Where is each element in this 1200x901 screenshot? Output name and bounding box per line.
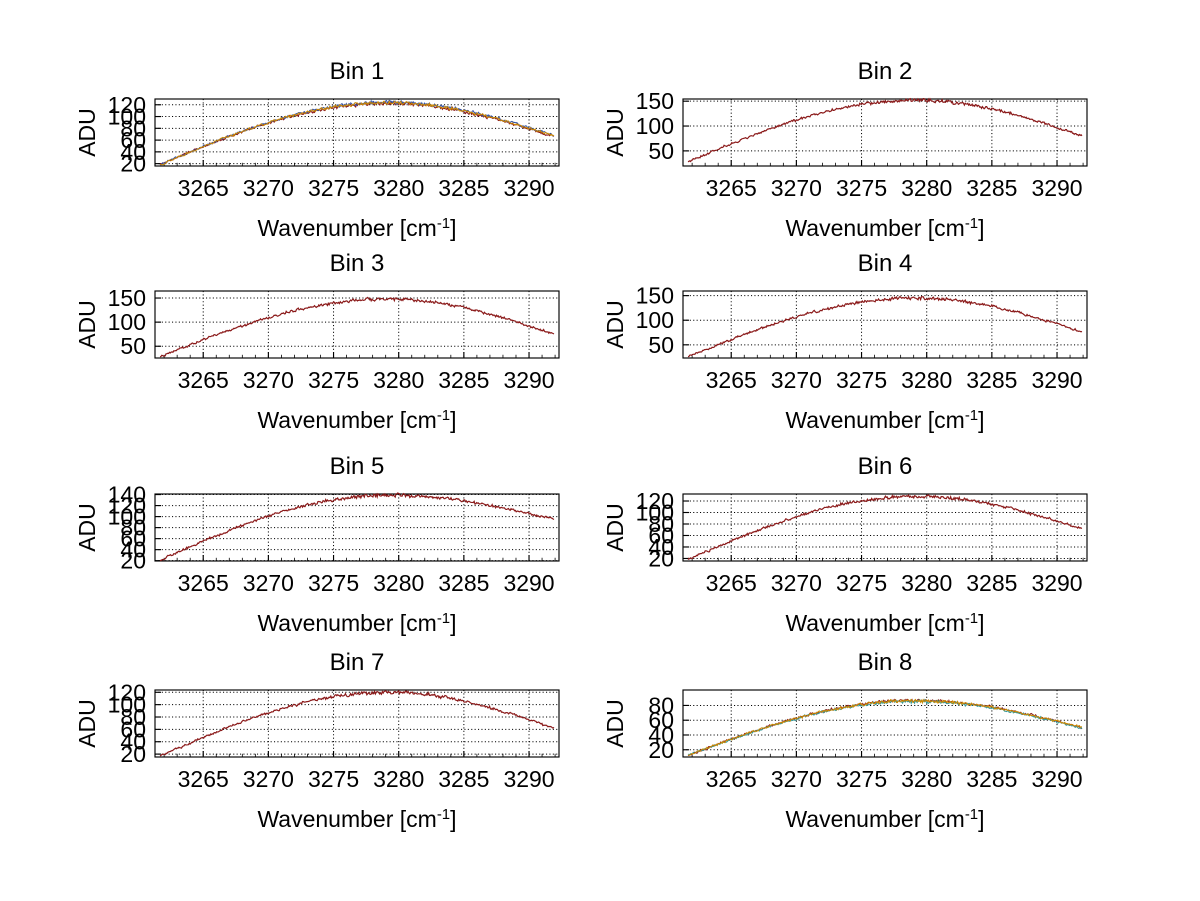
svg-text:3270: 3270 <box>243 367 294 393</box>
svg-text:3285: 3285 <box>438 367 489 393</box>
svg-text:3280: 3280 <box>901 766 952 792</box>
svg-text:3275: 3275 <box>836 367 887 393</box>
svg-text:3265: 3265 <box>178 175 229 201</box>
svg-text:3265: 3265 <box>178 766 229 792</box>
svg-text:3270: 3270 <box>771 175 822 201</box>
svg-text:3275: 3275 <box>836 175 887 201</box>
svg-text:Bin 5: Bin 5 <box>330 453 385 480</box>
svg-text:ADU: ADU <box>602 300 628 349</box>
svg-text:Bin 1: Bin 1 <box>330 58 385 85</box>
svg-text:3275: 3275 <box>836 570 887 596</box>
svg-text:3285: 3285 <box>966 175 1017 201</box>
svg-text:Bin 6: Bin 6 <box>858 453 913 480</box>
svg-text:3280: 3280 <box>373 367 424 393</box>
svg-text:120: 120 <box>108 92 146 118</box>
svg-text:Bin 7: Bin 7 <box>330 649 385 676</box>
svg-text:80: 80 <box>648 692 674 718</box>
svg-text:3290: 3290 <box>503 175 554 201</box>
svg-text:50: 50 <box>120 333 146 359</box>
svg-text:100: 100 <box>636 113 674 139</box>
svg-text:3275: 3275 <box>308 367 359 393</box>
svg-text:3290: 3290 <box>1031 570 1082 596</box>
svg-text:Wavenumber [cm-1]: Wavenumber [cm-1] <box>257 215 456 241</box>
svg-text:ADU: ADU <box>74 699 100 748</box>
svg-text:3290: 3290 <box>1031 766 1082 792</box>
svg-text:Bin 4: Bin 4 <box>858 250 913 277</box>
svg-text:3290: 3290 <box>1031 367 1082 393</box>
svg-text:100: 100 <box>108 309 146 335</box>
svg-text:3285: 3285 <box>438 175 489 201</box>
svg-text:3270: 3270 <box>771 367 822 393</box>
svg-text:3280: 3280 <box>901 570 952 596</box>
svg-text:120: 120 <box>636 488 674 514</box>
svg-text:3280: 3280 <box>901 175 952 201</box>
svg-text:3280: 3280 <box>373 175 424 201</box>
svg-text:3290: 3290 <box>503 367 554 393</box>
svg-text:3285: 3285 <box>438 766 489 792</box>
svg-text:150: 150 <box>108 285 146 311</box>
svg-text:3275: 3275 <box>308 175 359 201</box>
svg-text:3270: 3270 <box>771 766 822 792</box>
svg-text:Wavenumber [cm-1]: Wavenumber [cm-1] <box>257 806 456 832</box>
svg-text:3280: 3280 <box>373 570 424 596</box>
svg-text:ADU: ADU <box>74 503 100 552</box>
svg-text:3265: 3265 <box>706 766 757 792</box>
svg-text:3270: 3270 <box>243 175 294 201</box>
svg-text:3270: 3270 <box>771 570 822 596</box>
svg-text:3285: 3285 <box>966 766 1017 792</box>
svg-text:3275: 3275 <box>308 570 359 596</box>
svg-text:3285: 3285 <box>966 570 1017 596</box>
svg-text:Wavenumber [cm-1]: Wavenumber [cm-1] <box>257 610 456 636</box>
svg-text:Wavenumber [cm-1]: Wavenumber [cm-1] <box>257 407 456 433</box>
svg-text:3280: 3280 <box>901 367 952 393</box>
svg-text:3270: 3270 <box>243 570 294 596</box>
svg-text:Bin 3: Bin 3 <box>330 250 385 277</box>
svg-text:3285: 3285 <box>966 367 1017 393</box>
svg-text:ADU: ADU <box>74 300 100 349</box>
svg-text:3265: 3265 <box>178 570 229 596</box>
svg-text:Wavenumber [cm-1]: Wavenumber [cm-1] <box>785 806 984 832</box>
svg-text:3270: 3270 <box>243 766 294 792</box>
svg-text:100: 100 <box>636 307 674 333</box>
svg-text:Bin 2: Bin 2 <box>858 58 913 85</box>
svg-text:Wavenumber [cm-1]: Wavenumber [cm-1] <box>785 407 984 433</box>
svg-text:120: 120 <box>108 679 146 705</box>
svg-text:Wavenumber [cm-1]: Wavenumber [cm-1] <box>785 215 984 241</box>
svg-text:150: 150 <box>636 283 674 309</box>
svg-text:3265: 3265 <box>706 175 757 201</box>
svg-text:3275: 3275 <box>308 766 359 792</box>
svg-text:ADU: ADU <box>74 108 100 157</box>
svg-text:3290: 3290 <box>1031 175 1082 201</box>
svg-text:ADU: ADU <box>602 108 628 157</box>
svg-text:50: 50 <box>648 332 674 358</box>
svg-text:Bin 8: Bin 8 <box>858 649 913 676</box>
svg-text:50: 50 <box>648 138 674 164</box>
svg-text:3280: 3280 <box>373 766 424 792</box>
svg-text:3290: 3290 <box>503 766 554 792</box>
svg-text:3265: 3265 <box>706 367 757 393</box>
svg-text:ADU: ADU <box>602 699 628 748</box>
svg-text:3265: 3265 <box>706 570 757 596</box>
svg-text:3275: 3275 <box>836 766 887 792</box>
svg-text:140: 140 <box>108 482 146 508</box>
svg-text:3265: 3265 <box>178 367 229 393</box>
svg-text:ADU: ADU <box>602 503 628 552</box>
svg-text:Wavenumber [cm-1]: Wavenumber [cm-1] <box>785 610 984 636</box>
svg-text:150: 150 <box>636 88 674 114</box>
svg-text:3285: 3285 <box>438 570 489 596</box>
svg-text:3290: 3290 <box>503 570 554 596</box>
